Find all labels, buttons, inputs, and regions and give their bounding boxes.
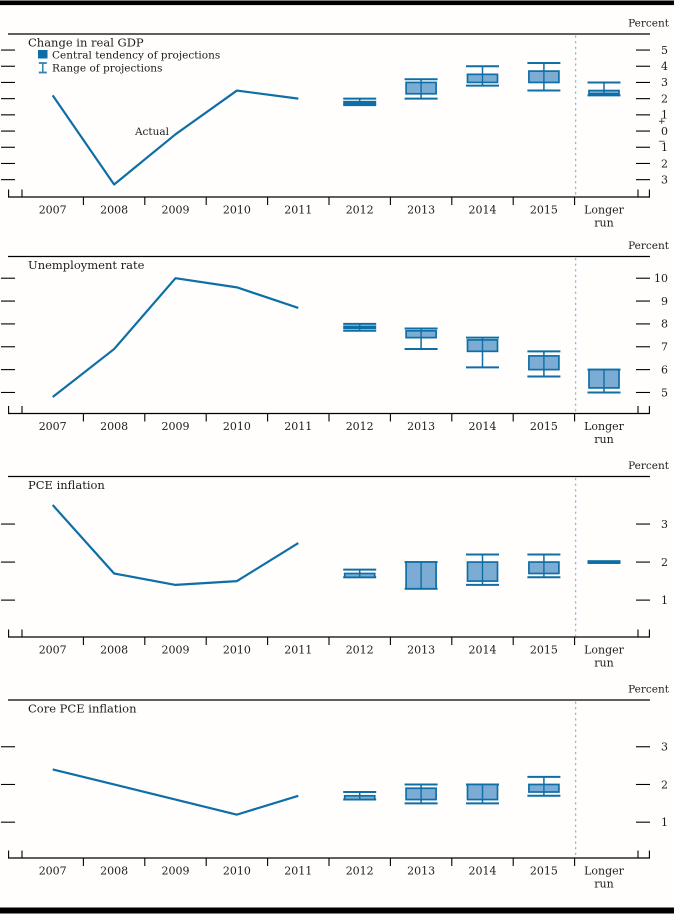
right-tick-label: 1	[661, 816, 668, 829]
year-label: 2009	[162, 865, 190, 878]
longer-run-label: run	[594, 217, 613, 230]
plus-sign-label: +	[658, 117, 666, 127]
year-label: 2007	[39, 204, 67, 217]
year-label: 2014	[469, 204, 497, 217]
right-tick-label: 5	[661, 44, 668, 57]
year-label: 2011	[284, 865, 312, 878]
year-label: 2015	[530, 865, 558, 878]
right-tick-label: 2	[661, 157, 668, 170]
right-tick-label: 4	[661, 60, 668, 73]
year-label: 2009	[162, 420, 190, 433]
central-tendency-box-2012	[343, 100, 377, 105]
right-tick-label: 3	[661, 173, 668, 186]
percent-label: Percent	[628, 240, 670, 252]
right-tick-label: 9	[661, 295, 668, 308]
bottom-rule	[0, 907, 674, 914]
top-rule	[0, 0, 674, 6]
year-label: 2007	[39, 644, 67, 657]
right-tick-label: 7	[661, 341, 668, 354]
year-label: 2014	[469, 420, 497, 433]
longer-run-label: Longer	[584, 420, 625, 433]
actual-line	[51, 89, 299, 186]
legend-range-label: Range of projections	[52, 63, 162, 75]
year-label: 2013	[407, 644, 435, 657]
percent-label: Percent	[628, 18, 670, 30]
year-label: 2009	[162, 644, 190, 657]
right-tick-label: 8	[661, 318, 668, 331]
year-label: 2010	[223, 204, 251, 217]
actual-line	[51, 504, 299, 586]
longer-run-label: run	[594, 657, 613, 670]
year-label: 2007	[39, 865, 67, 878]
legend-central-tendency-icon	[38, 50, 48, 59]
year-label: 2008	[100, 865, 128, 878]
year-label: 2012	[346, 644, 374, 657]
right-tick-label: 1	[661, 594, 668, 607]
year-label: 2011	[284, 420, 312, 433]
central-tendency-box-longer-run	[587, 560, 621, 564]
right-tick-label: 2	[661, 92, 668, 105]
right-tick-label: 3	[661, 76, 668, 89]
right-tick-label: 3	[661, 518, 668, 531]
year-label: 2010	[223, 644, 251, 657]
year-label: 2008	[100, 204, 128, 217]
percent-label: Percent	[628, 460, 670, 472]
year-label: 2012	[346, 204, 374, 217]
longer-run-label: run	[594, 433, 613, 446]
panel-title: Core PCE inflation	[28, 702, 137, 716]
right-tick-label: 2	[661, 778, 668, 791]
year-label: 2015	[530, 204, 558, 217]
right-tick-label: 0	[661, 125, 668, 138]
panel-title: PCE inflation	[28, 478, 105, 492]
actual-label: Actual	[134, 126, 170, 138]
year-label: 2008	[100, 420, 128, 433]
right-tick-label: 10	[654, 272, 668, 285]
panel-title: Change in real GDP	[28, 36, 144, 50]
right-tick-label: 6	[661, 363, 668, 376]
actual-line	[52, 277, 299, 398]
year-label: 2013	[407, 420, 435, 433]
central-tendency-box-2012	[343, 325, 377, 330]
year-label: 2014	[469, 865, 497, 878]
legend-central-tendency-label: Central tendency of projections	[52, 50, 220, 62]
right-tick-label: 2	[661, 556, 668, 569]
panel-title: Unemployment rate	[28, 258, 145, 272]
year-label: 2009	[162, 204, 190, 217]
longer-run-label: run	[594, 878, 613, 891]
year-label: 2008	[100, 644, 128, 657]
year-label: 2015	[530, 420, 558, 433]
longer-run-label: Longer	[584, 204, 625, 217]
year-label: 2010	[223, 420, 251, 433]
longer-run-label: Longer	[584, 644, 625, 657]
right-tick-label: 1	[661, 141, 668, 154]
actual-line	[52, 768, 299, 816]
year-label: 2007	[39, 420, 67, 433]
year-label: 2012	[346, 865, 374, 878]
year-label: 2013	[407, 204, 435, 217]
right-tick-label: 1	[661, 109, 668, 122]
year-label: 2013	[407, 865, 435, 878]
longer-run-label: Longer	[584, 865, 625, 878]
minus-sign-label: −	[658, 137, 666, 147]
year-label: 2011	[284, 644, 312, 657]
year-label: 2014	[469, 644, 497, 657]
percent-label: Percent	[628, 684, 670, 696]
right-tick-label: 3	[661, 741, 668, 754]
year-label: 2012	[346, 420, 374, 433]
year-label: 2011	[284, 204, 312, 217]
year-label: 2010	[223, 865, 251, 878]
year-label: 2015	[530, 644, 558, 657]
right-tick-label: 5	[661, 386, 668, 399]
